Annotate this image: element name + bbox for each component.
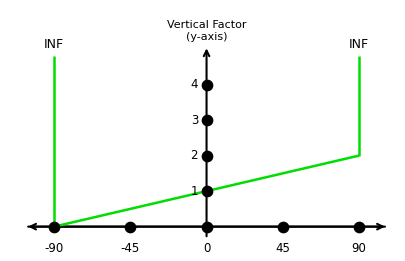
Point	[127, 224, 134, 229]
Text: INF: INF	[44, 38, 64, 51]
Point	[203, 118, 210, 122]
Text: Vertical Factor
(y-axis): Vertical Factor (y-axis)	[167, 20, 246, 42]
Text: 45: 45	[275, 242, 290, 254]
Text: 1: 1	[191, 185, 198, 198]
Text: -45: -45	[121, 242, 140, 254]
Point	[279, 224, 286, 229]
Point	[203, 82, 210, 87]
Text: 2: 2	[191, 149, 198, 162]
Point	[203, 189, 210, 193]
Point	[356, 224, 362, 229]
Text: -90: -90	[45, 242, 64, 254]
Text: 0: 0	[203, 242, 210, 254]
Text: INF: INF	[349, 38, 369, 51]
Point	[51, 224, 58, 229]
Point	[203, 224, 210, 229]
Text: 4: 4	[191, 78, 198, 91]
Point	[203, 153, 210, 158]
Text: 3: 3	[191, 114, 198, 127]
Text: 90: 90	[352, 242, 367, 254]
